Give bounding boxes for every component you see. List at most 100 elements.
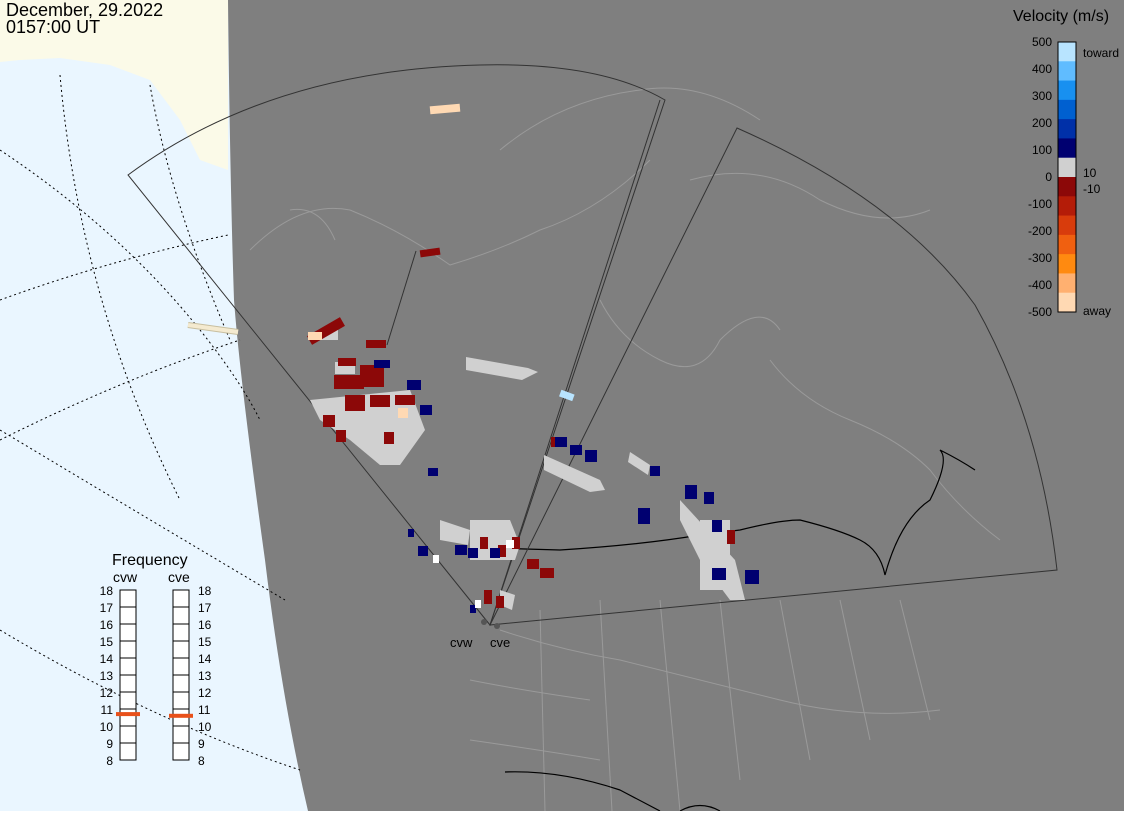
color-bar-segment [1058,157,1076,178]
color-bar-tick-label: 0 [1045,170,1052,184]
frequency-cell-cve [172,589,190,608]
color-bar-segment [1058,138,1076,159]
color-bar-segment [1058,119,1076,139]
frequency-scale-label-cve: 15 [198,635,212,649]
frequency-scale-label-cvw: 14 [100,652,114,666]
frequency-scale-label-cve: 10 [198,720,212,734]
color-bar [1057,41,1077,313]
velocity-legend: Velocity (m/s) 500 400 300 200 100 0 -100 -200 -… [1013,8,1119,319]
frequency-cell-cvw [119,606,137,625]
frequency-scale-label-cve: 17 [198,601,212,615]
frequency-scale-label-cve: 14 [198,652,212,666]
color-bar-tick-label: -200 [1028,224,1052,238]
color-bar-tick-labels: 500 400 300 200 100 0 -100 -200 -300 -400 -500 [1028,35,1052,319]
time-label: 0157:00 UT [6,17,100,37]
frequency-scale-label-cvw: 8 [106,754,113,768]
frequency-marker-cvw [116,712,140,717]
away-label: away [1083,304,1111,318]
color-bar-segment [1058,273,1076,294]
color-bar-segment [1058,80,1076,101]
radar-label-cvw: cvw [450,635,473,650]
frequency-cell-cvw [119,589,137,608]
minus-threshold-label: -10 [1083,182,1101,196]
radar-label-cve: cve [490,635,510,650]
frequency-cell-cvw [119,708,137,727]
color-bar-segment [1058,177,1076,197]
frequency-cell-cvw [119,691,137,710]
color-bar-tick-label: 500 [1032,35,1052,49]
toward-velocity-cells [374,360,759,613]
color-bar-segment [1058,292,1076,313]
away-velocity-cells [307,247,735,608]
frequency-cell-cve [172,742,190,761]
frequency-cell-cve [172,657,190,676]
frequency-cell-cve [172,606,190,625]
color-bar-segment [1058,99,1076,120]
date-label: December, 29.2022 [6,0,163,20]
frequency-cell-cvw [119,674,137,693]
frequency-title: Frequency [112,552,188,569]
frequency-scale-label-cvw: 11 [101,703,114,717]
frequency-scale-label-cvw: 17 [100,601,114,615]
color-bar-segment [1058,42,1076,62]
backscatter-cells [187,103,759,613]
frequency-scale-label-cve: 8 [198,754,205,768]
far-away-velocity-cells [308,103,461,418]
color-bar-tick-label: 100 [1032,143,1052,157]
frequency-scale-label-cve: 11 [198,703,211,717]
color-bar-tick-label: -500 [1028,305,1052,319]
frequency-cell-cve [172,691,190,710]
arctic-ice-area [0,0,228,170]
frequency-cell-cvw [119,742,137,761]
frequency-panel: Frequency cvw cve 1817161514131211109818… [100,552,212,768]
color-bar-tick-label: -100 [1028,197,1052,211]
frequency-scale-label-cvw: 12 [100,686,114,700]
frequency-cve-label: cve [168,569,190,585]
frequency-scale-label-cvw: 10 [100,720,114,734]
frequency-scale-label-cve: 16 [198,618,212,632]
frequency-scales: 18 17 16 15 14 13 12 11 10 9 8 18 17 16 15 14 13 12 11 10 9 8 [100,584,212,768]
frequency-scale-label-cvw: 15 [100,635,114,649]
frequency-cell-cvw [119,657,137,676]
frequency-cell-cve [172,623,190,642]
frequency-cell-cve [172,725,190,744]
frequency-scale-label-cvw: 13 [100,669,114,683]
color-bar-segment [1058,61,1076,82]
frequency-cell-cve [172,674,190,693]
frequency-scale-label-cve: 12 [198,686,212,700]
frequency-cvw-label: cvw [113,569,138,585]
color-bar-tick-label: 300 [1032,89,1052,103]
frequency-scale-label-cvw: 16 [100,618,114,632]
land-area [228,0,1124,811]
color-bar-tick-label: -300 [1028,251,1052,265]
far-toward-velocity-cells [559,389,575,402]
near-zero-cells [433,540,514,608]
color-bar-segment [1058,196,1076,217]
frequency-cell-cvw [119,640,137,659]
color-bar-tick-label: -400 [1028,278,1052,292]
color-bar-frame [1057,41,1077,313]
color-bar-tick-label: 400 [1032,62,1052,76]
frequency-marker-cve [169,713,193,718]
lat-lon-grid [0,74,301,771]
radar-site-cve-marker [494,623,500,629]
color-bar-tick-label: 200 [1032,116,1052,130]
plus-threshold-label: 10 [1083,166,1097,180]
frequency-cell-cve [172,640,190,659]
frequency-scale-label-cve: 18 [198,584,212,598]
color-bar-segment [1058,234,1076,255]
coastlines [249,87,1001,812]
radar-site-cvw-marker [481,619,487,625]
color-bar-segment [1058,254,1076,274]
legend-title: Velocity (m/s) [1013,8,1109,25]
frequency-scale-label-cvw: 9 [106,737,113,751]
frequency-scale-label-cve: 13 [198,669,212,683]
color-bar-segment [1058,215,1076,236]
toward-label: toward [1083,46,1119,60]
radar-fov-outlines [127,64,1058,627]
frequency-cell-cvw [119,623,137,642]
frequency-scale-label-cve: 9 [198,737,205,751]
frequency-cell-cvw [119,725,137,744]
